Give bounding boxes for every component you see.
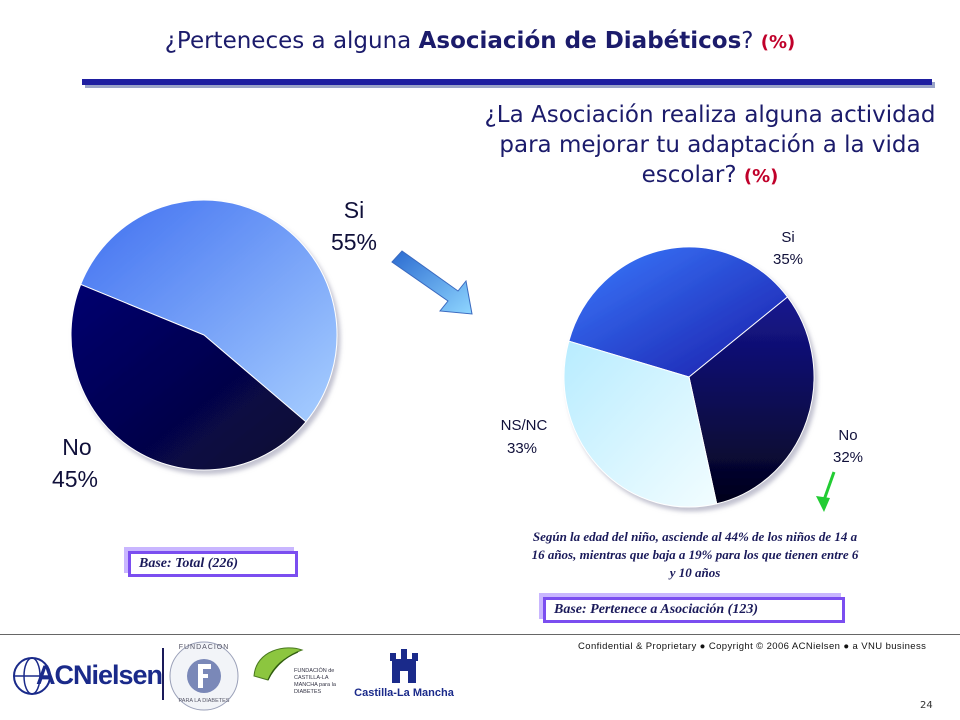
pie2-label-si: Si [781,229,794,246]
title-prefix: ¿Perteneces a alguna [164,28,419,54]
pie2-label-nsnc: NS/NC [501,417,548,434]
pie1-slice-si [80,199,338,423]
acnielsen-logo: ACNielsen [10,650,163,700]
pie1-label-no: No [62,434,91,460]
fundacion-logo-text: FUNDACION [178,644,230,651]
pie2-value-nsnc: 33% [507,440,537,457]
footer-rule [0,634,960,635]
castle-emblem-icon [390,649,418,683]
logo-divider [162,648,164,700]
fundacion-logo: FUNDACION PARA LA DIABETES [168,640,240,712]
title-suffix: ? [741,28,761,54]
pie1-label-si: Si [344,197,364,223]
question-2-pct: (%) [743,166,779,187]
pie2-label-no: No [838,427,857,444]
green-arrow-icon [816,471,836,512]
fcm-logo-text: FUNDACIÓN de CASTILLA-LA MANCHA para la … [294,668,336,695]
base-pertenece-text: Base: Pertenece a Asociación (123) [554,602,758,617]
pie-chart-membership [70,199,338,471]
age-note: Según la edad del niño, asciende al 44% … [531,529,859,580]
castilla-logo-text: Castilla-La Mancha [354,687,454,699]
base-total-text: Base: Total (226) [139,556,239,571]
title-emphasis: Asociación de Diabéticos [418,28,742,54]
pie2-value-no: 32% [833,449,863,466]
acnielsen-globe-icon [13,657,51,695]
base-pertenece-box: Base: Pertenece a Asociación (123) [543,597,845,623]
page-number: 24 [920,700,933,711]
pie2-slice-si [568,246,789,378]
pie1-slice-no [70,283,307,471]
title-rule [82,79,932,85]
pie1-value-no: 45% [52,466,98,492]
leaf-icon [253,647,304,681]
pie2-slice-ns-nc [563,340,718,508]
castilla-la-mancha-logo: Castilla-La Mancha [354,645,454,707]
question-2-text: ¿La Asociación realiza alguna actividad … [484,102,936,188]
pie2-value-si: 35% [773,251,803,268]
acnielsen-logo-text: ACNielsen [36,660,163,690]
pie-chart-activity [563,246,815,508]
fundacion-logo-subtext: PARA LA DIABETES [178,698,230,704]
pie2-slice-no [688,296,815,505]
question-2: ¿La Asociación realiza alguna actividad … [470,100,950,192]
transition-arrow-icon [391,250,473,315]
base-total-box: Base: Total (226) [128,551,298,577]
fcm-diabetes-logo: FUNDACIÓN de CASTILLA-LA MANCHA para la … [246,640,346,710]
page-title: ¿Perteneces a alguna Asociación de Diabé… [0,28,960,54]
confidential-notice: Confidential & Proprietary ● Copyright ©… [578,641,927,652]
pie1-value-si: 55% [331,229,377,255]
title-pct: (%) [760,32,796,53]
fundacion-emblem-icon [169,641,239,711]
